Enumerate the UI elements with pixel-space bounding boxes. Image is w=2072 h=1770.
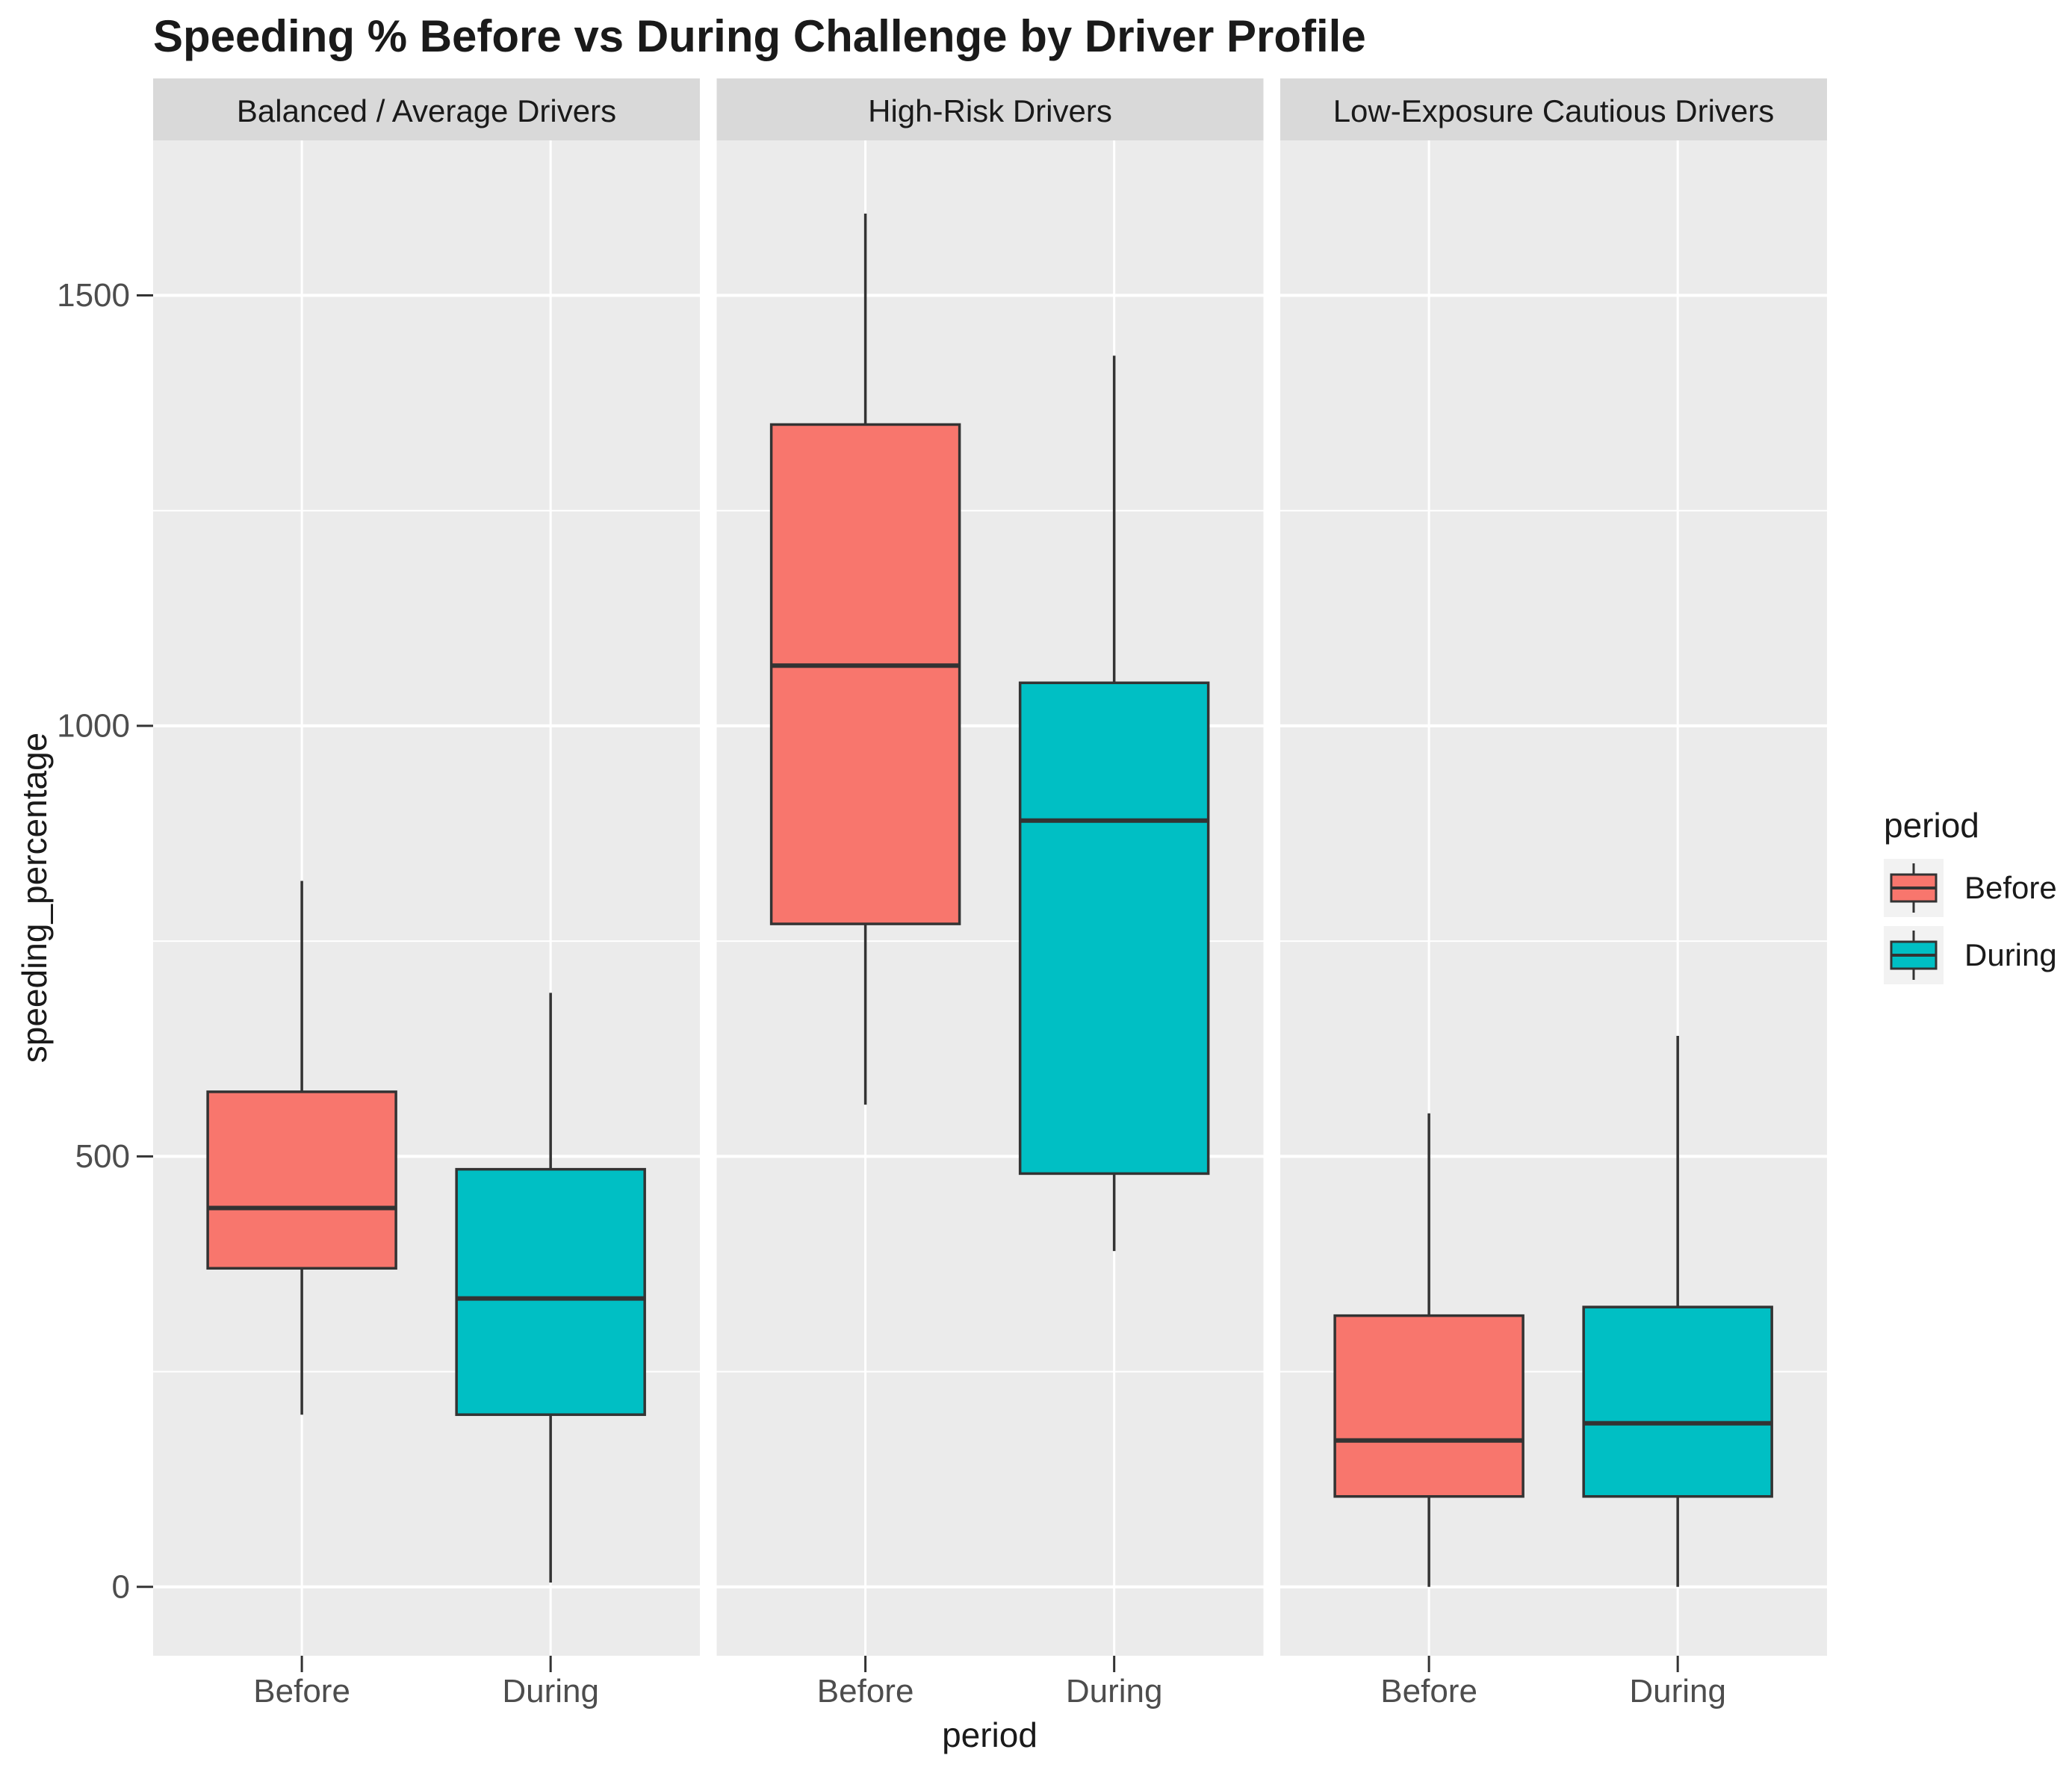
x-tick-label: Before xyxy=(253,1673,350,1710)
facet-strip xyxy=(1280,78,1827,140)
facet-strip xyxy=(716,78,1264,140)
legend-items: Before During xyxy=(1870,859,2057,984)
box-during-iqr xyxy=(455,1167,646,1416)
y-tick-label: 1000 xyxy=(57,707,130,744)
y-tick-label: 1500 xyxy=(57,277,130,314)
x-tick-label: Before xyxy=(817,1673,914,1710)
legend-key-boxplot-icon xyxy=(1884,859,1944,917)
box-before-iqr xyxy=(206,1090,397,1270)
y-tick-label: 500 xyxy=(75,1138,130,1175)
legend: period Before During xyxy=(1870,805,2057,993)
box-before-iqr xyxy=(769,423,961,925)
facet-strip xyxy=(153,78,700,140)
x-tick-label: During xyxy=(1629,1673,1726,1710)
facet-strip-label: Balanced / Average Drivers xyxy=(237,93,616,128)
facet-strip-label: Low-Exposure Cautious Drivers xyxy=(1333,93,1775,128)
legend-key-boxplot-icon xyxy=(1884,926,1944,984)
x-axis-title: period xyxy=(942,1715,1037,1754)
x-tick-label: During xyxy=(1066,1673,1163,1710)
legend-item-before: Before xyxy=(1870,859,2057,917)
legend-item-label: Before xyxy=(1964,870,2057,905)
box-during-iqr xyxy=(1018,681,1210,1176)
panel-background xyxy=(153,140,700,1656)
y-tick-label: 0 xyxy=(112,1568,130,1605)
plot-title: Speeding % Before vs During Challenge by… xyxy=(153,11,1366,61)
facet-strip-label: High-Risk Drivers xyxy=(868,93,1112,128)
x-tick-label: During xyxy=(502,1673,599,1710)
box-before-iqr xyxy=(1333,1314,1524,1498)
legend-item-label: During xyxy=(1964,937,2057,972)
legend-title: period xyxy=(1884,806,1979,845)
x-tick-label: Before xyxy=(1380,1673,1477,1710)
legend-item-during: During xyxy=(1870,926,2057,984)
box-during-iqr xyxy=(1582,1305,1773,1498)
